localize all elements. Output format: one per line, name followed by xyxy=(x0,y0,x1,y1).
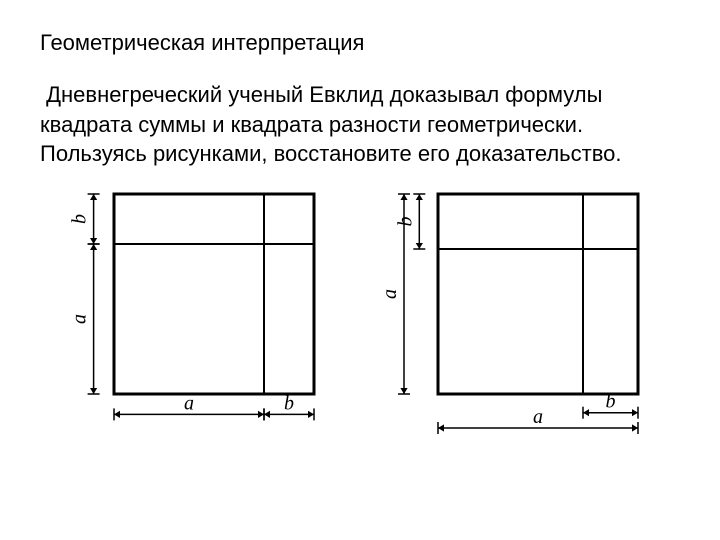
svg-text:a: a xyxy=(69,314,91,324)
svg-text:a: a xyxy=(184,392,194,414)
svg-text:a: a xyxy=(384,289,401,299)
svg-text:b: b xyxy=(394,217,416,227)
diagram-right: b a b a xyxy=(384,189,648,453)
diagram-left: a b b a xyxy=(60,189,324,453)
svg-text:a: a xyxy=(533,406,543,428)
page-title: Геометрическая интерпретация xyxy=(40,30,680,56)
diagram-row: a b b a b a b a xyxy=(40,179,680,453)
svg-text:b: b xyxy=(606,391,616,413)
svg-text:b: b xyxy=(284,392,294,414)
svg-text:b: b xyxy=(69,214,91,224)
body-paragraph: Дневнегреческий ученый Евклид доказывал … xyxy=(40,80,680,169)
